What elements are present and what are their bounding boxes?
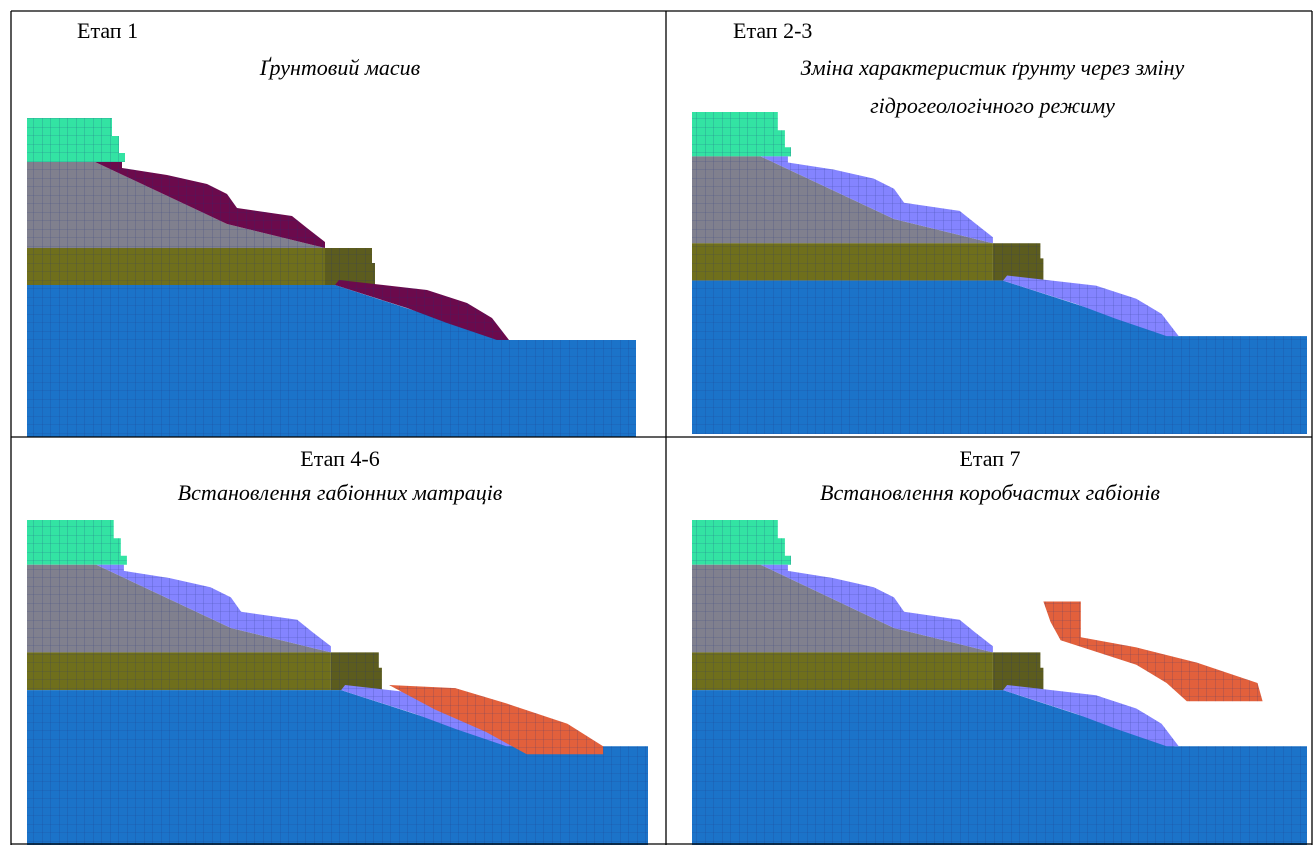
soil-green-grid bbox=[27, 118, 125, 162]
stage-caption: Встановлення габіонних матраців bbox=[100, 474, 580, 512]
soil-olive-grid bbox=[692, 652, 993, 690]
soil-dark-grid bbox=[325, 248, 375, 285]
soil-green-grid bbox=[27, 520, 127, 565]
soil-dark-grid bbox=[331, 652, 382, 690]
stage-label: Етап 4-6 bbox=[240, 440, 440, 478]
stage-label: Етап 7 bbox=[890, 440, 1090, 478]
stage-caption: Зміна характеристик ґрунту через зміну г… bbox=[720, 49, 1265, 125]
stage-label: Етап 1 bbox=[77, 12, 138, 50]
soil-dark-grid bbox=[993, 652, 1044, 690]
soil-blue-grid bbox=[692, 690, 1307, 845]
stage-caption: Встановлення коробчастих габіонів bbox=[740, 474, 1240, 512]
gabion-grid bbox=[1043, 602, 1262, 702]
stage-caption: Ґрунтовий масив bbox=[140, 49, 540, 87]
soil-dark-grid bbox=[993, 243, 1044, 280]
soil-blue-grid bbox=[27, 285, 636, 437]
soil-green-grid bbox=[692, 520, 791, 565]
soil-blue-grid bbox=[692, 281, 1307, 434]
soil-olive-grid bbox=[27, 248, 325, 285]
stage-label: Етап 2-3 bbox=[733, 12, 812, 50]
figure-page: Етап 1 Ґрунтовий масив Етап 2-3 Зміна ха… bbox=[0, 0, 1313, 845]
soil-olive-grid bbox=[692, 243, 993, 280]
soil-olive-grid bbox=[27, 652, 331, 690]
mesh-figure bbox=[0, 0, 1313, 845]
soil-blue-grid bbox=[27, 690, 648, 845]
